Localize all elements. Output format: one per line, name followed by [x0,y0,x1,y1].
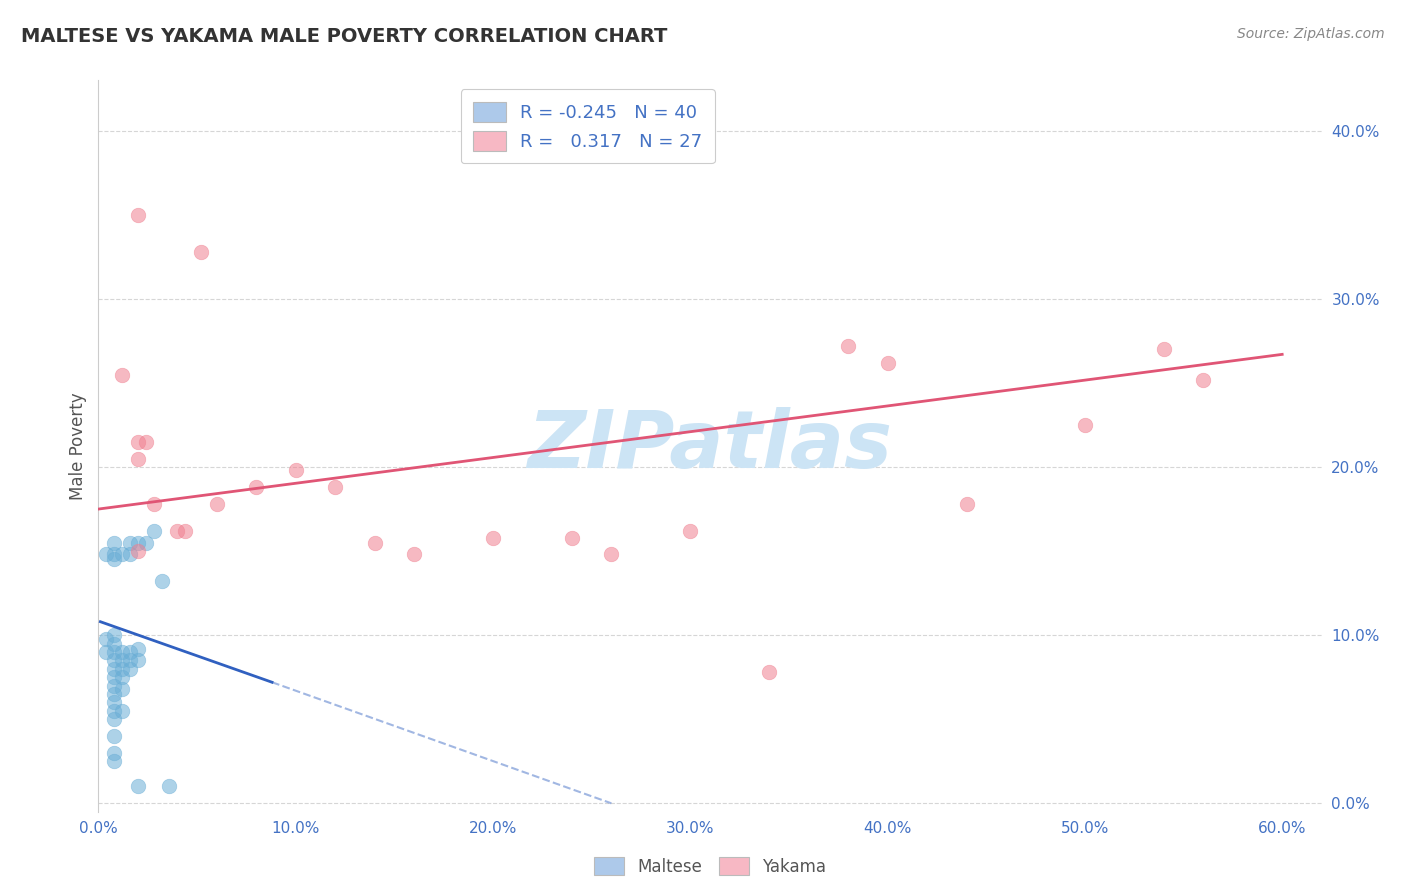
Text: ZIPatlas: ZIPatlas [527,407,893,485]
Point [96,632,118,646]
Point [103,746,125,760]
Point [142,497,165,511]
Point [1192,373,1215,387]
Point [127,208,149,222]
Point [166,524,188,538]
Point [118,548,141,562]
Point [174,524,197,538]
Point [103,548,125,562]
Point [1074,417,1097,432]
Point [111,681,134,696]
Point [111,548,134,562]
Point [482,531,505,545]
Point [111,653,134,667]
Text: Source: ZipAtlas.com: Source: ZipAtlas.com [1237,27,1385,41]
Point [103,695,125,709]
Point [127,653,149,667]
Text: MALTESE VS YAKAMA MALE POVERTY CORRELATION CHART: MALTESE VS YAKAMA MALE POVERTY CORRELATI… [21,27,668,45]
Point [96,548,118,562]
Point [111,645,134,659]
Point [127,535,149,549]
Point [205,497,228,511]
Point [127,780,149,794]
Point [118,645,141,659]
Point [111,368,134,382]
Point [363,535,385,549]
Point [103,628,125,642]
Point [404,548,426,562]
Point [103,653,125,667]
Y-axis label: Male Poverty: Male Poverty [69,392,87,500]
Point [118,662,141,676]
Point [150,574,173,589]
Point [600,548,623,562]
Point [876,356,898,370]
Point [758,665,780,680]
Point [111,704,134,718]
Point [103,670,125,684]
Point [103,704,125,718]
Point [955,497,977,511]
Point [103,535,125,549]
Point [103,712,125,726]
Point [1153,343,1175,357]
Legend: Maltese, Yakama: Maltese, Yakama [585,848,835,884]
Point [127,451,149,466]
Point [561,531,583,545]
Point [127,641,149,656]
Point [127,434,149,449]
Point [135,434,157,449]
Point [142,524,165,538]
Point [103,729,125,743]
Point [111,670,134,684]
Point [96,645,118,659]
Point [284,463,307,477]
Point [118,535,141,549]
Point [679,524,702,538]
Point [118,653,141,667]
Point [103,552,125,566]
Point [127,544,149,558]
Point [323,480,346,494]
Point [111,662,134,676]
Point [103,679,125,693]
Point [103,754,125,768]
Point [103,687,125,701]
Point [245,480,267,494]
Point [103,662,125,676]
Point [103,645,125,659]
Point [190,244,212,259]
Point [135,535,157,549]
Point [837,339,859,353]
Point [159,780,181,794]
Point [103,636,125,650]
